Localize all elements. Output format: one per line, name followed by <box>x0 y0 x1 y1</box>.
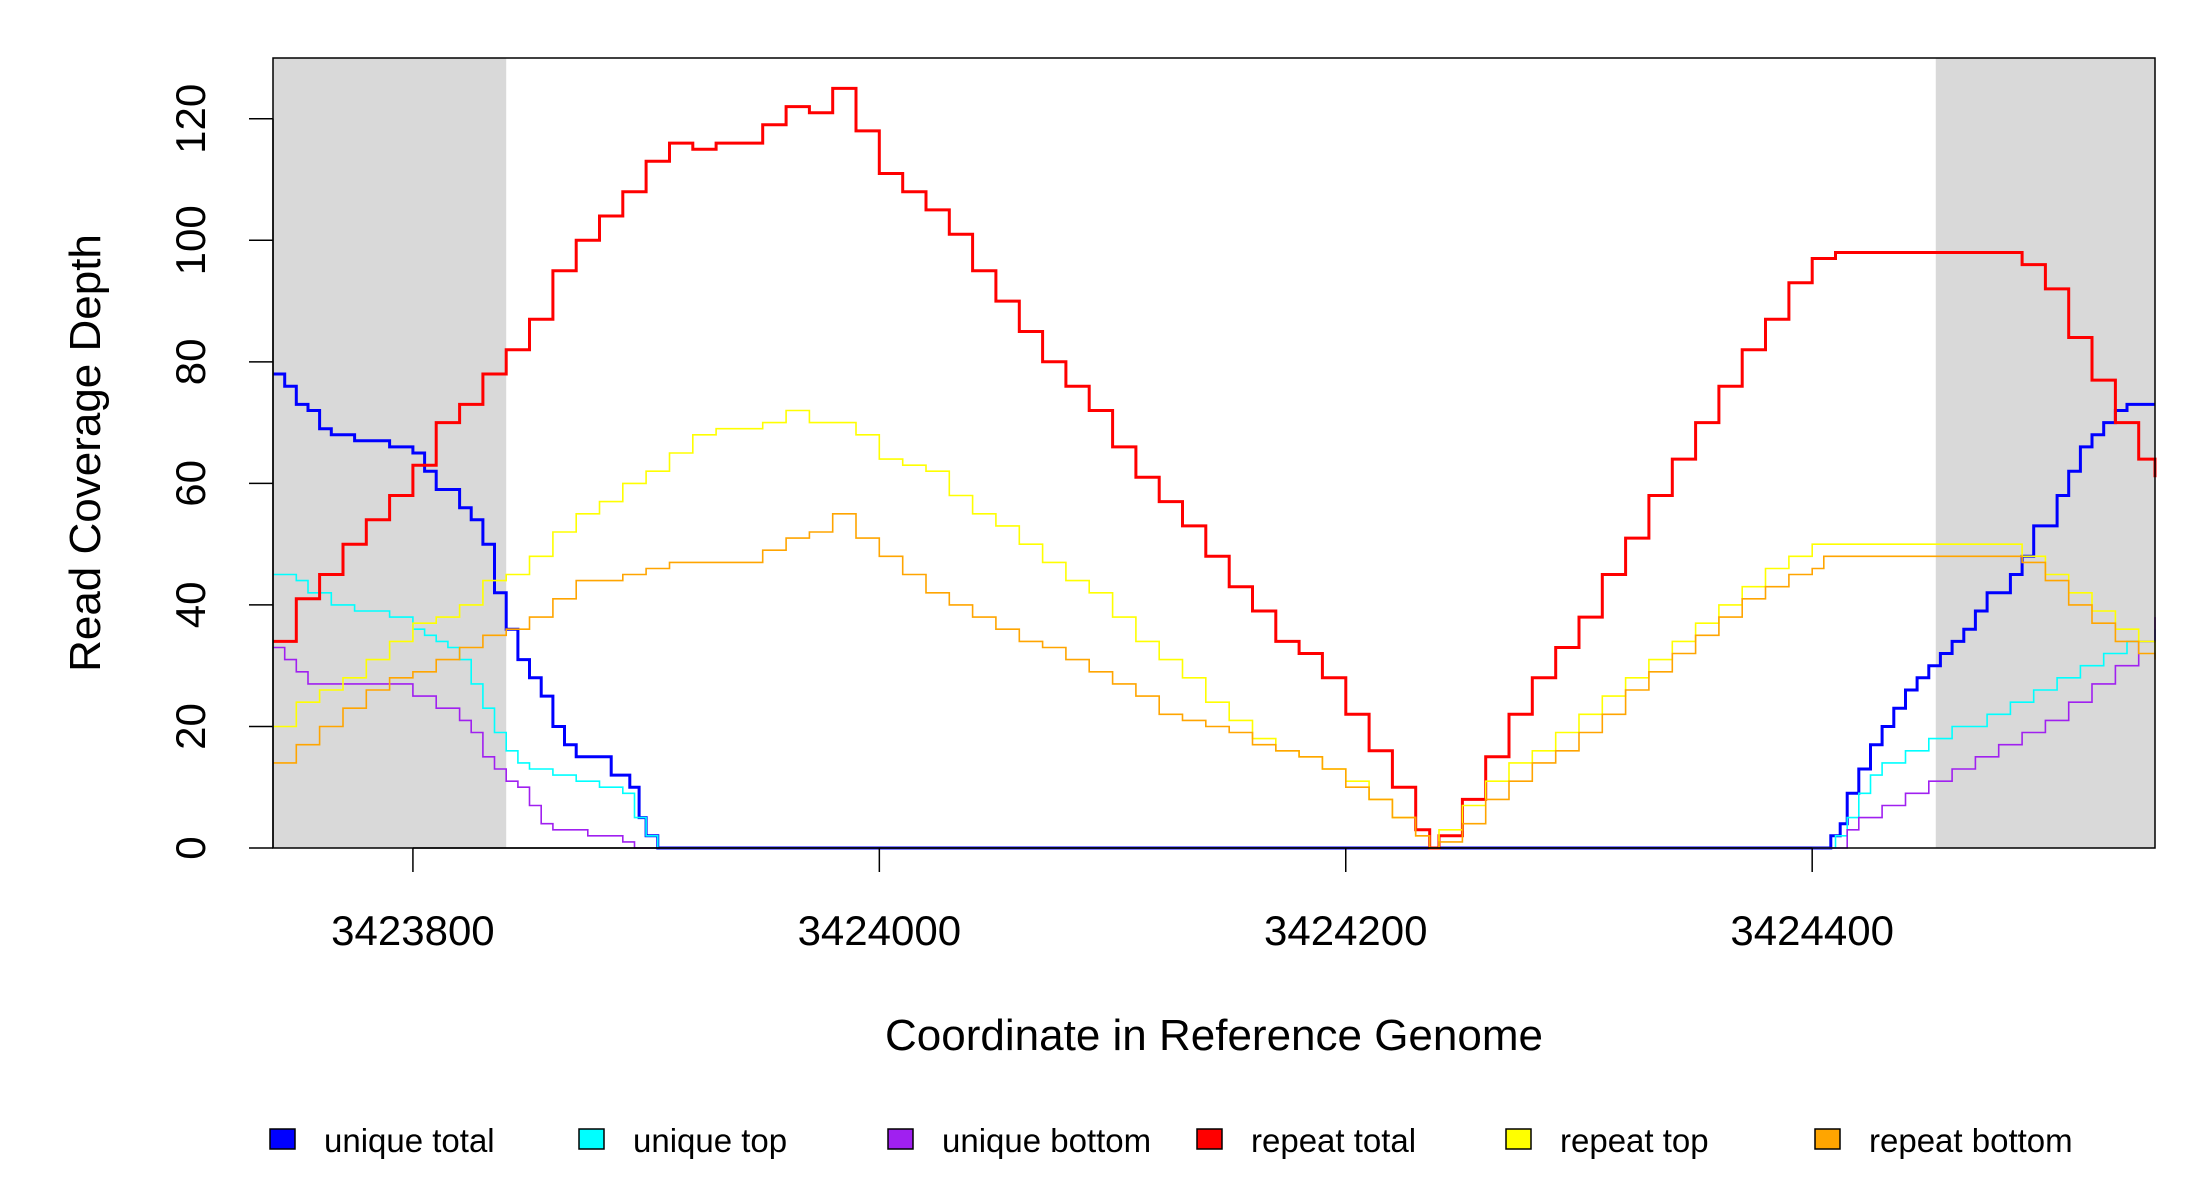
series-line-unique-top <box>273 573 2156 849</box>
legend-label-repeat-bottom: repeat bottom <box>1869 1122 2073 1159</box>
legend-label-repeat-total: repeat total <box>1251 1122 1416 1159</box>
legend-swatch-repeat-bottom <box>1814 1128 1841 1150</box>
legend-swatch-repeat-top <box>1505 1128 1532 1150</box>
axis-layer: 3423800 3424000 3424200 3424400 0 20 40 60 80 100… <box>167 84 1894 954</box>
series-line-repeat-bottom <box>273 513 2156 849</box>
series-line-repeat-top <box>273 409 2156 849</box>
y-tick-label: 60 <box>167 460 214 507</box>
y-tick-label: 80 <box>167 338 214 385</box>
x-axis-title: Coordinate in Reference Genome <box>885 1011 1543 1060</box>
legend-label-repeat-top: repeat top <box>1560 1122 1709 1159</box>
series-line-unique-bottom <box>273 617 2156 849</box>
legend-label-unique-top: unique top <box>633 1122 787 1159</box>
legend-swatch-unique-top <box>578 1128 605 1150</box>
y-tick-label: 120 <box>167 84 214 154</box>
y-tick-label: 0 <box>167 836 214 859</box>
x-tick-label: 3424400 <box>1730 907 1894 954</box>
shaded-region-layer <box>273 58 2155 848</box>
series-layer <box>273 86 2157 850</box>
legend-label-unique-total: unique total <box>324 1122 495 1159</box>
y-tick-label: 100 <box>167 205 214 275</box>
legend-label-unique-bottom: unique bottom <box>942 1122 1151 1159</box>
y-tick-label: 40 <box>167 582 214 629</box>
legend-swatch-unique-bottom <box>887 1128 914 1150</box>
series-line-unique-total <box>273 372 2155 850</box>
series-line-repeat-total <box>273 86 2157 850</box>
legend-swatch-repeat-total <box>1196 1128 1223 1150</box>
x-tick-label: 3424200 <box>1264 907 1428 954</box>
shaded-region <box>273 58 507 848</box>
plot-frame <box>272 57 2156 849</box>
legend-swatch-unique-total <box>269 1128 296 1150</box>
x-tick-label: 3423800 <box>331 907 495 954</box>
y-tick-label: 20 <box>167 703 214 750</box>
shaded-region <box>1935 58 2155 848</box>
y-axis-title: Read Coverage Depth <box>61 234 110 672</box>
x-tick-label: 3424000 <box>798 907 962 954</box>
legend: unique total unique top unique bottom repea… <box>269 1122 2073 1159</box>
